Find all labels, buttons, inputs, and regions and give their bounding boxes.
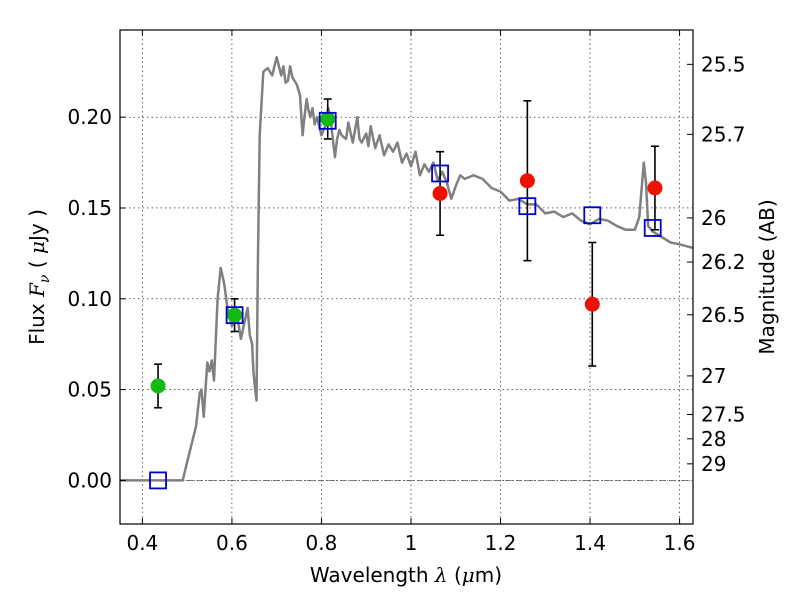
x-axis-ticks: 0.4 0.6 0.8 1 1.2 1.4 1.6 <box>126 30 695 555</box>
magnitude-axis-label: Magnitude (AB) <box>755 199 779 354</box>
x-tick-label: 1.2 <box>485 531 517 555</box>
plot-frame-fill <box>120 30 693 524</box>
x-tick-label: 0.8 <box>306 531 338 555</box>
x-axis-label: Wavelength λ (μm) <box>310 563 502 587</box>
magnitude-tick-label: 28 <box>701 427 726 451</box>
magnitude-tick-label: 26 <box>701 206 726 230</box>
model-photometry-square <box>518 197 537 216</box>
y-tick-label: 0.10 <box>67 287 112 311</box>
plot-frame <box>119 29 694 525</box>
model-photometry-square <box>431 164 449 183</box>
model-photometry-square <box>318 111 337 130</box>
y-axis-ticks: 0.00 0.05 0.10 0.15 0.20 <box>67 105 126 492</box>
model-photometry-square <box>643 219 662 237</box>
magnitude-tick-label: 25.7 <box>701 122 746 146</box>
red-observed-point <box>584 296 600 312</box>
y-tick-label: 0.20 <box>67 105 112 129</box>
x-tick-label: 1.4 <box>574 531 606 555</box>
model-photometry-square <box>225 306 244 325</box>
red-observed-point <box>519 173 535 189</box>
x-tick-label: 0.6 <box>216 531 248 555</box>
magnitude-tick-label: 25.5 <box>701 52 746 76</box>
y-tick-label: 0.05 <box>67 378 112 402</box>
magnitude-tick-label: 26.5 <box>701 303 746 327</box>
x-tick-label: 1 <box>405 531 418 555</box>
green-observed-point <box>320 111 336 127</box>
y-tick-label: 0.15 <box>67 196 112 220</box>
red-observed-point <box>647 180 663 196</box>
model-spectrum-line <box>120 55 694 482</box>
model-photometry-square <box>149 471 167 490</box>
green-observed-point <box>227 307 243 323</box>
x-tick-label: 1.6 <box>664 531 696 555</box>
red-observed-point <box>432 185 448 201</box>
green-observed-point <box>150 378 166 394</box>
x-tick-label: 0.4 <box>126 531 158 555</box>
data-markers <box>149 111 663 490</box>
magnitude-tick-label: 27.5 <box>701 402 746 426</box>
y-axis-label: Flux Fν ( μJy ) <box>25 209 53 345</box>
y-tick-label: 0.00 <box>67 468 112 492</box>
model-photometry-square <box>583 206 602 225</box>
magnitude-tick-label: 27 <box>701 364 726 388</box>
model-spectrum <box>120 55 694 482</box>
magnitude-tick-label: 26.2 <box>701 250 746 274</box>
magnitude-tick-label: 29 <box>701 452 726 476</box>
